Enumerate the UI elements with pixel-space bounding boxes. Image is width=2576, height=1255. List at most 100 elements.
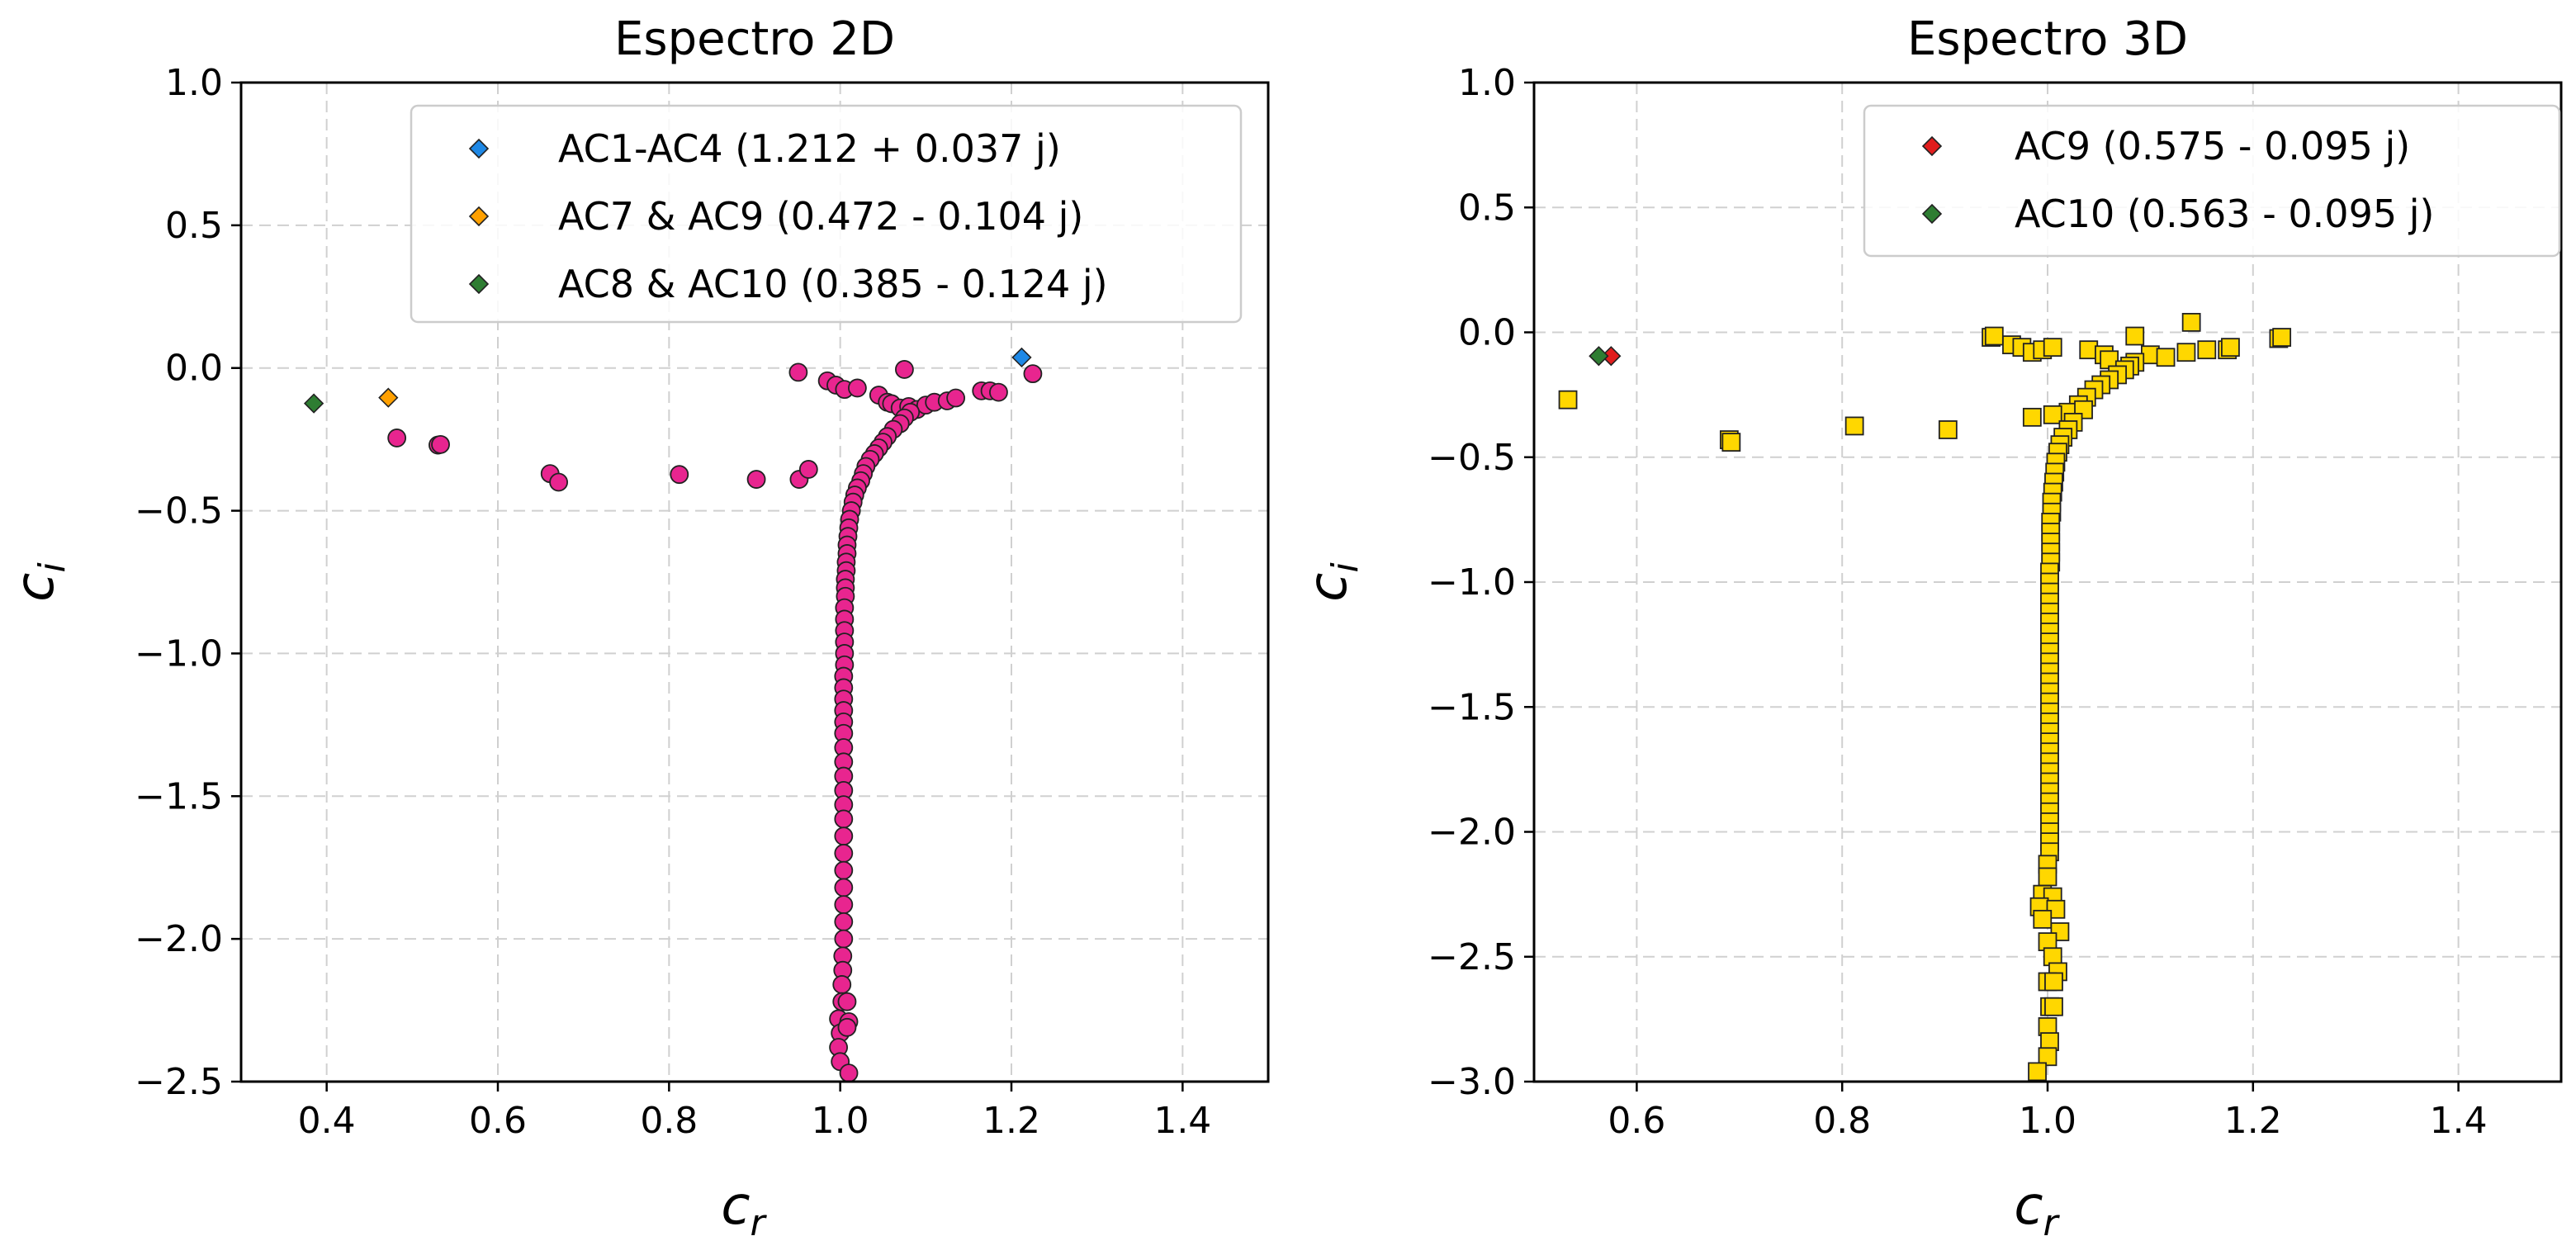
y-tick-label: −0.5 bbox=[135, 490, 223, 533]
chart-title: Espectro 2D bbox=[614, 12, 895, 66]
data-point bbox=[2044, 972, 2063, 992]
x-tick-label: 1.4 bbox=[2430, 1100, 2488, 1142]
data-point bbox=[1023, 364, 1043, 384]
legend-label: AC9 (0.575 - 0.095 j) bbox=[2015, 124, 2410, 168]
x-axis-label-main: c bbox=[721, 1176, 750, 1237]
data-point bbox=[1558, 390, 1578, 410]
legend-entry: AC8 & AC10 (0.385 - 0.124 j) bbox=[468, 262, 1108, 306]
data-point bbox=[2028, 1062, 2047, 1082]
y-tick-label: 0.5 bbox=[165, 205, 223, 247]
y-axis-label-main: c bbox=[1298, 573, 1359, 602]
y-tick-label: −3.0 bbox=[1428, 1061, 1516, 1103]
data-point bbox=[549, 472, 569, 492]
y-axis-label: ci bbox=[5, 562, 73, 602]
x-tick-label: 0.4 bbox=[298, 1100, 356, 1142]
y-tick-label: 1.0 bbox=[1458, 62, 1516, 104]
y-tick-label: 0.0 bbox=[1458, 312, 1516, 354]
x-axis-label-subscript: r bbox=[2043, 1202, 2061, 1244]
legend-marker bbox=[1921, 203, 1943, 225]
y-axis-label-subscript: i bbox=[1324, 562, 1366, 573]
data-point bbox=[746, 470, 766, 489]
data-point bbox=[2043, 338, 2062, 358]
y-tick-label: −2.5 bbox=[135, 1061, 223, 1103]
data-point bbox=[303, 393, 324, 414]
x-tick-label: 0.8 bbox=[1813, 1100, 1871, 1142]
x-tick-label: 1.0 bbox=[812, 1100, 869, 1142]
y-tick-label: −2.5 bbox=[1428, 936, 1516, 978]
data-point bbox=[834, 809, 854, 829]
data-point bbox=[2043, 405, 2062, 424]
legend-entry: AC1-AC4 (1.212 + 0.037 j) bbox=[468, 126, 1061, 171]
y-tick-label: 0.5 bbox=[1458, 187, 1516, 229]
data-point bbox=[834, 826, 854, 846]
data-point bbox=[834, 844, 854, 863]
data-point bbox=[837, 1017, 857, 1037]
data-point bbox=[2272, 328, 2292, 347]
y-axis-label-subscript: i bbox=[31, 562, 73, 573]
series-1 bbox=[1011, 347, 1032, 368]
data-point bbox=[1589, 346, 1609, 367]
x-axis-label: cr bbox=[721, 1176, 767, 1244]
series-2 bbox=[378, 387, 399, 408]
data-point bbox=[1011, 347, 1032, 368]
data-point bbox=[2022, 407, 2042, 427]
x-tick-label: 1.0 bbox=[2019, 1100, 2076, 1142]
data-point bbox=[2038, 1047, 2057, 1067]
y-axis-label-main: c bbox=[5, 573, 66, 602]
y-tick-label: −2.0 bbox=[135, 918, 223, 960]
data-point bbox=[2181, 312, 2201, 332]
data-point bbox=[670, 465, 689, 485]
series-3 bbox=[303, 393, 324, 414]
data-point bbox=[2033, 909, 2053, 929]
data-point bbox=[834, 895, 854, 915]
legend-entry: AC7 & AC9 (0.472 - 0.104 j) bbox=[468, 194, 1083, 239]
panel-espectro-3d: 0.6 0.8 1.0 1.2 1.4 1.0 0.5 0.0 −0.5 −1.0 −1.5 −2.0… bbox=[1298, 12, 2563, 1244]
data-point bbox=[848, 378, 867, 398]
data-point bbox=[989, 382, 1008, 402]
y-tick-label: −1.5 bbox=[1428, 686, 1516, 728]
data-point bbox=[895, 360, 914, 379]
y-tick-label: −1.5 bbox=[135, 775, 223, 817]
data-points bbox=[1558, 312, 2292, 1082]
x-tick-label: 1.4 bbox=[1153, 1100, 1211, 1142]
data-point bbox=[798, 460, 818, 479]
legend-marker bbox=[468, 273, 490, 295]
data-point bbox=[2221, 338, 2240, 358]
x-axis-label: cr bbox=[2014, 1176, 2060, 1244]
y-tick-label: 1.0 bbox=[165, 62, 223, 104]
legend-marker bbox=[1921, 135, 1943, 157]
legend-entry: AC9 (0.575 - 0.095 j) bbox=[1921, 124, 2410, 168]
x-tick-label: 1.2 bbox=[983, 1100, 1040, 1142]
y-tick-label: −1.0 bbox=[135, 632, 223, 675]
series-0 bbox=[1558, 312, 2292, 1082]
legend-label: AC8 & AC10 (0.385 - 0.124 j) bbox=[558, 262, 1108, 306]
data-point bbox=[2176, 343, 2196, 362]
data-point bbox=[2197, 340, 2217, 360]
data-point bbox=[1984, 326, 2004, 346]
data-point bbox=[946, 388, 966, 408]
x-axis-label-main: c bbox=[2014, 1176, 2043, 1237]
data-point bbox=[839, 1063, 859, 1083]
data-point bbox=[2125, 326, 2145, 346]
data-point bbox=[788, 362, 808, 382]
legend: AC9 (0.575 - 0.095 j) AC10 (0.563 - 0.095… bbox=[1863, 104, 2561, 258]
x-axis-label-subscript: r bbox=[751, 1202, 768, 1244]
y-tick-label: −1.0 bbox=[1428, 561, 1516, 604]
data-point bbox=[834, 860, 854, 880]
data-point bbox=[2044, 997, 2063, 1016]
legend-marker bbox=[468, 206, 490, 227]
data-point bbox=[431, 434, 450, 454]
x-tick-label: 0.6 bbox=[1608, 1100, 1665, 1142]
panel-espectro-2d: 0.4 0.6 0.8 1.0 1.2 1.4 1.0 0.5 0.0 −0.5 −1.0 −1.5 −… bbox=[5, 12, 1270, 1244]
y-axis-label: ci bbox=[1298, 562, 1366, 602]
data-point bbox=[387, 429, 407, 448]
legend-label: AC10 (0.563 - 0.095 j) bbox=[2015, 192, 2434, 236]
legend-label: AC7 & AC9 (0.472 - 0.104 j) bbox=[558, 194, 1083, 239]
legend-box bbox=[410, 104, 1243, 324]
data-points bbox=[303, 347, 1043, 1083]
data-point bbox=[2038, 867, 2057, 887]
axes-frame bbox=[239, 81, 1270, 1083]
data-point bbox=[1844, 416, 1864, 436]
data-point bbox=[834, 929, 854, 949]
